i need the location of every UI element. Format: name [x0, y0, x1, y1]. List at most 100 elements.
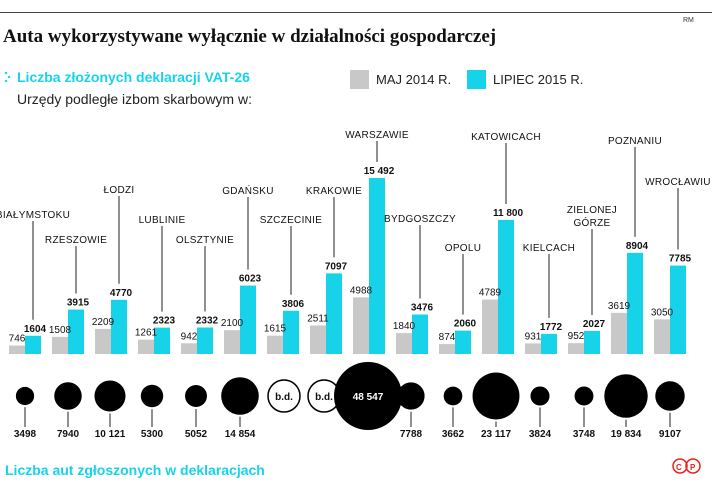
bar-group-9: 1840 3476 BYDGOSZCZY [384, 214, 456, 354]
car-marker-12: 3824 [529, 386, 552, 440]
bar-may-2 [95, 328, 111, 354]
car-circle-12 [530, 386, 550, 406]
car-label-15: 9107 [659, 429, 682, 440]
value-label-may-8: 4988 [350, 285, 373, 296]
car-label-3: 5300 [141, 429, 164, 440]
bar-july-10 [455, 330, 471, 354]
bar-july-8 [369, 178, 385, 354]
value-label-may-15: 3050 [651, 307, 674, 318]
car-circle-9 [397, 382, 425, 410]
legend-label-may: MAJ 2014 R. [376, 72, 451, 87]
value-label-july-15: 7785 [669, 254, 692, 265]
car-circle-4 [185, 385, 207, 407]
city-label-13: ZIELONEJ GÓRZE [567, 205, 617, 229]
value-label-july-0: 1604 [24, 324, 47, 335]
bar-july-1 [68, 309, 84, 354]
car-marker-0: 3498 [14, 386, 37, 440]
car-circle-1 [54, 382, 82, 410]
car-label-10: 3662 [442, 429, 465, 440]
car-marker-11: 23 117 [472, 372, 520, 440]
bar-july-3 [154, 327, 170, 354]
bar-group-7: 2511 7097 KRAKOWIE [306, 186, 362, 354]
car-circle-10 [443, 386, 463, 406]
car-circle-nodata-6 [267, 379, 301, 413]
chart-title: Auta wykorzystywane wyłącznie w działaln… [3, 26, 496, 47]
value-label-may-10: 874 [439, 332, 456, 343]
bar-may-9 [396, 333, 412, 354]
bar-group-14: 3619 8904 POZNANIU [608, 136, 662, 354]
value-label-july-7: 7097 [325, 261, 348, 272]
car-marker-15: 9107 [655, 381, 685, 440]
bar-group-10: 874 2060 OPOLU [439, 243, 481, 354]
bar-group-8: 4988 15 492 WARSZAWIE [345, 130, 409, 354]
bar-group-4: 942 2332 OLSZTYNIE [176, 235, 234, 354]
car-label-8: 48 547 [353, 392, 384, 403]
car-circle-2 [94, 380, 126, 412]
city-label-1: RZESZOWIE [45, 235, 107, 246]
bar-may-6 [267, 335, 283, 354]
value-label-may-12: 931 [525, 331, 542, 342]
value-label-may-11: 4789 [479, 288, 502, 299]
svg-text:P: P [690, 463, 696, 472]
bar-july-2 [111, 299, 127, 354]
value-label-july-6: 3806 [282, 299, 305, 310]
city-label-9: BYDGOSZCZY [384, 214, 456, 225]
city-label-2: ŁODZI [104, 185, 135, 196]
bar-july-5 [240, 285, 256, 354]
city-label-12: KIELCACH [523, 243, 575, 254]
city-label-5: GDAŃSKU [222, 184, 274, 197]
car-marker-14: 19 834 [604, 374, 648, 440]
bar-july-14 [627, 252, 643, 354]
bar-july-6 [283, 310, 299, 354]
car-circle-0 [15, 386, 35, 406]
bar-may-14 [611, 312, 627, 354]
city-label-11: KATOWICACH [471, 132, 541, 143]
value-label-may-0: 746 [9, 334, 26, 345]
car-label-13: 3748 [573, 429, 596, 440]
car-circle-13 [574, 386, 594, 406]
value-label-july-2: 4770 [110, 288, 133, 299]
bar-july-12 [541, 333, 557, 354]
value-label-may-6: 1615 [264, 324, 287, 335]
bar-may-13 [568, 343, 584, 354]
bar-may-10 [439, 344, 455, 354]
value-label-july-10: 2060 [454, 319, 477, 330]
legend-swatch-may [350, 70, 369, 89]
credit-label: RM [683, 17, 694, 24]
value-label-july-3: 2323 [153, 316, 176, 327]
car-label-12: 3824 [529, 429, 552, 440]
car-marker-10: 3662 [442, 386, 465, 440]
car-label-11: 23 117 [481, 429, 511, 440]
value-label-july-13: 2027 [583, 319, 606, 330]
legend-label-july: LIPIEC 2015 R. [493, 72, 583, 87]
bar-group-11: 4789 11 800 KATOWICACH [471, 132, 541, 354]
value-label-may-14: 3619 [608, 301, 631, 312]
chart-caption: Urzędy podległe izbom skarbowym w: [17, 91, 252, 107]
car-marker-1: 7940 [54, 382, 82, 440]
car-marker-13: 3748 [573, 386, 596, 440]
city-label-3: LUBLINIE [139, 215, 186, 226]
bar-may-3 [138, 339, 154, 354]
bar-july-4 [197, 327, 213, 354]
bar-may-0 [9, 345, 25, 354]
car-marker-8: 48 547 [334, 362, 402, 430]
city-label-8: WARSZAWIE [345, 130, 409, 141]
legend-swatch-july [467, 70, 486, 89]
value-label-july-11: 11 800 [493, 208, 523, 219]
value-label-july-4: 2332 [196, 316, 219, 327]
car-circle-8 [334, 362, 402, 430]
car-label-9: 7788 [400, 429, 423, 440]
footer-caption: Liczba aut zgłoszonych w deklaracjach [5, 462, 265, 478]
city-label-0: BIAŁYMSTOKU [0, 210, 70, 221]
car-marker-3: 5300 [140, 384, 164, 440]
bar-group-5: 2100 6023 GDAŃSKU [221, 184, 274, 354]
publisher-logo: C P [672, 458, 701, 474]
value-label-may-7: 2511 [307, 313, 329, 324]
city-label-6: SZCZECINIE [260, 215, 322, 226]
car-label-5: 14 854 [225, 429, 256, 440]
